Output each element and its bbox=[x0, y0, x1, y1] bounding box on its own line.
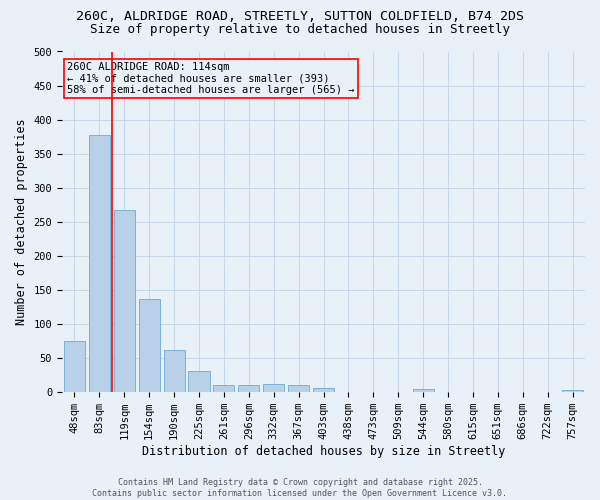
Text: Size of property relative to detached houses in Streetly: Size of property relative to detached ho… bbox=[90, 22, 510, 36]
Bar bbox=[313, 388, 334, 392]
Bar bbox=[164, 350, 185, 392]
Bar bbox=[188, 370, 209, 392]
Bar bbox=[64, 340, 85, 392]
Bar bbox=[114, 210, 135, 392]
Bar bbox=[288, 385, 309, 392]
Text: 260C, ALDRIDGE ROAD, STREETLY, SUTTON COLDFIELD, B74 2DS: 260C, ALDRIDGE ROAD, STREETLY, SUTTON CO… bbox=[76, 10, 524, 23]
Bar bbox=[413, 389, 434, 392]
Bar bbox=[89, 134, 110, 392]
X-axis label: Distribution of detached houses by size in Streetly: Distribution of detached houses by size … bbox=[142, 444, 505, 458]
Y-axis label: Number of detached properties: Number of detached properties bbox=[15, 118, 28, 325]
Bar bbox=[238, 385, 259, 392]
Bar bbox=[214, 385, 235, 392]
Text: 260C ALDRIDGE ROAD: 114sqm
← 41% of detached houses are smaller (393)
58% of sem: 260C ALDRIDGE ROAD: 114sqm ← 41% of deta… bbox=[67, 62, 355, 95]
Bar bbox=[263, 384, 284, 392]
Bar bbox=[139, 298, 160, 392]
Bar bbox=[562, 390, 583, 392]
Text: Contains HM Land Registry data © Crown copyright and database right 2025.
Contai: Contains HM Land Registry data © Crown c… bbox=[92, 478, 508, 498]
